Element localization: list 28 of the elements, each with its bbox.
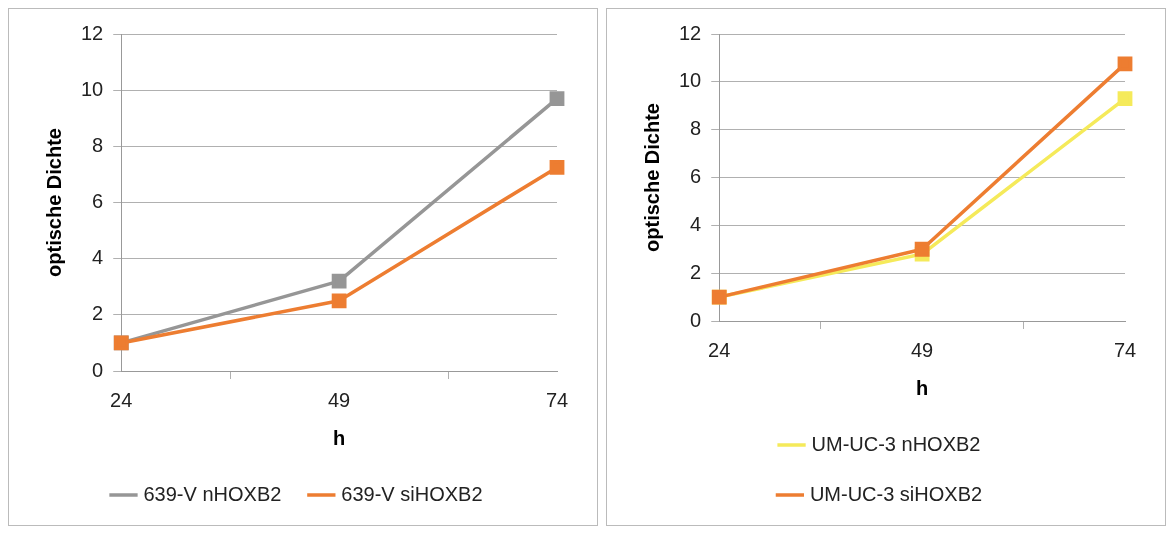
y-tick-label: 4	[690, 212, 702, 235]
y-tick-label: 0	[690, 308, 702, 331]
y-tick-label: 8	[92, 133, 104, 156]
y-tick-label: 6	[92, 190, 104, 213]
legend-label: 639-V nHOXB2	[143, 482, 282, 505]
y-tick-label: 0	[92, 358, 104, 381]
x-tick-label: 24	[110, 388, 133, 411]
y-tick-label: 10	[81, 77, 104, 100]
y-tick-label: 8	[690, 117, 702, 140]
y-tick-label: 12	[81, 21, 104, 44]
legend-label: UM-UC-3 siHOXB2	[809, 482, 983, 505]
legend-label: 639-V siHOXB2	[341, 482, 483, 505]
x-axis-title: h	[916, 376, 929, 399]
legend-label: UM-UC-3 nHOXB2	[811, 432, 981, 455]
y-tick-label: 4	[92, 246, 104, 269]
x-tick-label: 49	[911, 338, 934, 361]
x-tick-label: 49	[328, 388, 351, 411]
x-tick-label: 74	[1113, 338, 1137, 361]
y-tick-label: 10	[679, 69, 702, 92]
x-tick-label: 74	[545, 388, 569, 411]
y-tick-label: 2	[690, 260, 702, 283]
y-tick-label: 2	[92, 302, 104, 325]
x-tick-label: 24	[708, 338, 731, 361]
y-tick-label: 12	[679, 21, 702, 44]
x-axis-title: h	[333, 426, 346, 449]
y-tick-label: 6	[690, 165, 702, 188]
y-axis-title: optische Dichte	[42, 128, 65, 277]
y-axis-title: optische Dichte	[640, 103, 663, 252]
